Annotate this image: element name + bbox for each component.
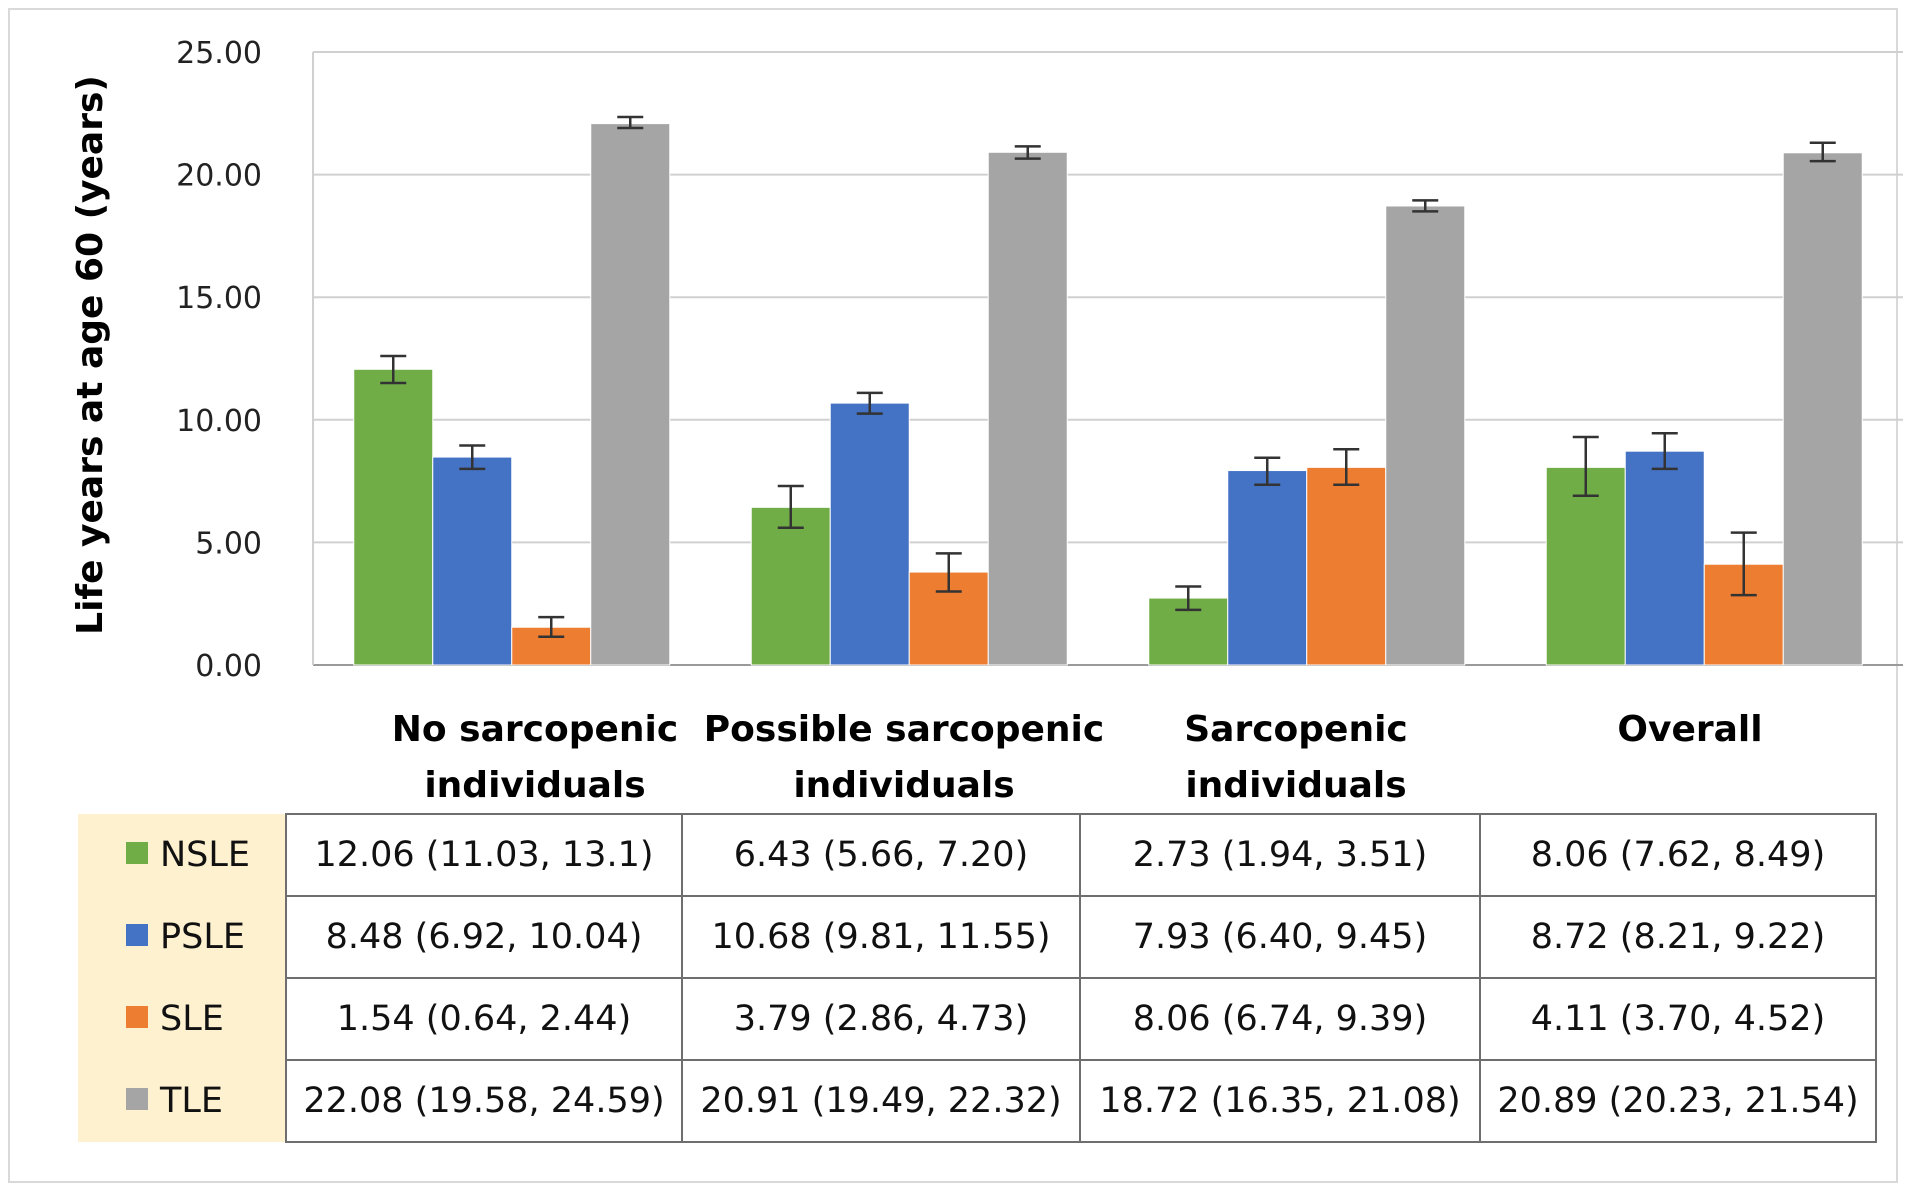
error-bar-sle <box>1730 531 1757 597</box>
legend-swatch <box>126 842 148 864</box>
category-label: individuals <box>1185 765 1406 806</box>
bar-psle <box>432 456 513 666</box>
category-label: Sarcopenic <box>1184 709 1408 750</box>
error-bar-nsle <box>1572 435 1599 498</box>
table-cell: 6.43 (5.66, 7.20) <box>681 813 1081 897</box>
table-cell: 3.79 (2.86, 4.73) <box>681 977 1081 1061</box>
error-bar-tle <box>617 115 644 130</box>
values-table: NSLE 12.06 (11.03, 13.1) 6.43 (5.66, 7.20)… <box>78 813 1877 1143</box>
table-cell: 22.08 (19.58, 24.59) <box>285 1059 683 1143</box>
category-labels: No sarcopenic individuals Possible sarcope… <box>392 709 1763 806</box>
error-bar-psle <box>856 391 883 415</box>
legend-swatch <box>126 1006 148 1028</box>
bar-sle <box>1306 466 1387 666</box>
error-bar-tle <box>1014 145 1041 160</box>
bar-nsle <box>353 368 434 666</box>
category-label: individuals <box>793 765 1014 806</box>
table-cell: 4.11 (3.70, 4.52) <box>1479 977 1877 1061</box>
table-row: PSLE 8.48 (6.92, 10.04) 10.68 (9.81, 11.55… <box>78 895 1877 979</box>
legend-label: PSLE <box>160 917 245 957</box>
error-bar-nsle <box>777 484 804 529</box>
legend-entry: SLE <box>78 978 286 1060</box>
legend-swatch <box>126 924 148 946</box>
category-label: individuals <box>424 765 645 806</box>
error-bar-tle <box>1809 141 1836 163</box>
y-tick-label: 10.00 <box>176 404 262 439</box>
bar-chart: 0.00 5.00 10.00 15.00 20.00 25.00 No sarcopen… <box>70 36 1903 806</box>
y-tick-label: 0.00 <box>195 649 262 684</box>
bar-tle <box>1782 152 1863 666</box>
bar-tle <box>590 123 671 666</box>
table-row: SLE 1.54 (0.64, 2.44) 3.79 (2.86, 4.73) 8.0… <box>78 977 1877 1061</box>
bars <box>353 123 1863 666</box>
error-bar-sle <box>538 615 565 639</box>
error-bar-psle <box>459 444 486 471</box>
table-cell: 1.54 (0.64, 2.44) <box>285 977 683 1061</box>
legend-entry: TLE <box>78 1060 286 1142</box>
table-cell: 10.68 (9.81, 11.55) <box>681 895 1081 979</box>
table-row: NSLE 12.06 (11.03, 13.1) 6.43 (5.66, 7.20)… <box>78 813 1877 897</box>
y-tick-label: 5.00 <box>195 526 262 561</box>
bar-psle <box>1624 450 1705 666</box>
legend-label: SLE <box>160 999 224 1039</box>
error-bar-nsle <box>380 354 407 385</box>
table-cell: 7.93 (6.40, 9.45) <box>1079 895 1481 979</box>
error-bar-psle <box>1651 432 1678 471</box>
table-cell: 8.48 (6.92, 10.04) <box>285 895 683 979</box>
y-axis-label: Life years at age 60 (years) <box>70 75 111 635</box>
y-tick-label: 15.00 <box>176 281 262 316</box>
legend-entry: NSLE <box>78 814 286 896</box>
legend-label: NSLE <box>160 835 251 875</box>
bar-psle <box>829 402 910 666</box>
bar-nsle <box>1545 466 1626 666</box>
table-cell: 12.06 (11.03, 13.1) <box>285 813 683 897</box>
y-axis-ticks: 0.00 5.00 10.00 15.00 20.00 25.00 <box>176 36 262 684</box>
bar-psle <box>1227 470 1308 666</box>
bar-tle <box>1385 205 1466 666</box>
error-bar-tle <box>1412 199 1439 213</box>
error-bar-sle <box>1333 447 1360 487</box>
table-cell: 8.06 (6.74, 9.39) <box>1079 977 1481 1061</box>
error-bar-nsle <box>1175 585 1202 612</box>
error-bar-sle <box>935 552 962 593</box>
error-bar-psle <box>1254 456 1281 487</box>
bar-tle <box>987 151 1068 666</box>
error-bars <box>380 115 1836 639</box>
y-tick-label: 20.00 <box>176 159 262 194</box>
legend-entry: PSLE <box>78 896 286 978</box>
category-label: Overall <box>1617 709 1762 750</box>
table-cell: 8.72 (8.21, 9.22) <box>1479 895 1877 979</box>
figure-frame <box>8 8 1898 1183</box>
table-cell: 18.72 (16.35, 21.08) <box>1079 1059 1481 1143</box>
legend-label: TLE <box>160 1081 223 1121</box>
table-cell: 2.73 (1.94, 3.51) <box>1079 813 1481 897</box>
y-tick-label: 25.00 <box>176 36 262 71</box>
bar-nsle <box>750 506 831 666</box>
category-label: Possible sarcopenic <box>704 709 1104 750</box>
table-row: TLE 22.08 (19.58, 24.59) 20.91 (19.49, 22.… <box>78 1059 1877 1143</box>
table-cell: 8.06 (7.62, 8.49) <box>1479 813 1877 897</box>
table-cell: 20.89 (20.23, 21.54) <box>1479 1059 1877 1143</box>
legend-swatch <box>126 1088 148 1110</box>
table-cell: 20.91 (19.49, 22.32) <box>681 1059 1081 1143</box>
category-label: No sarcopenic <box>392 709 678 750</box>
